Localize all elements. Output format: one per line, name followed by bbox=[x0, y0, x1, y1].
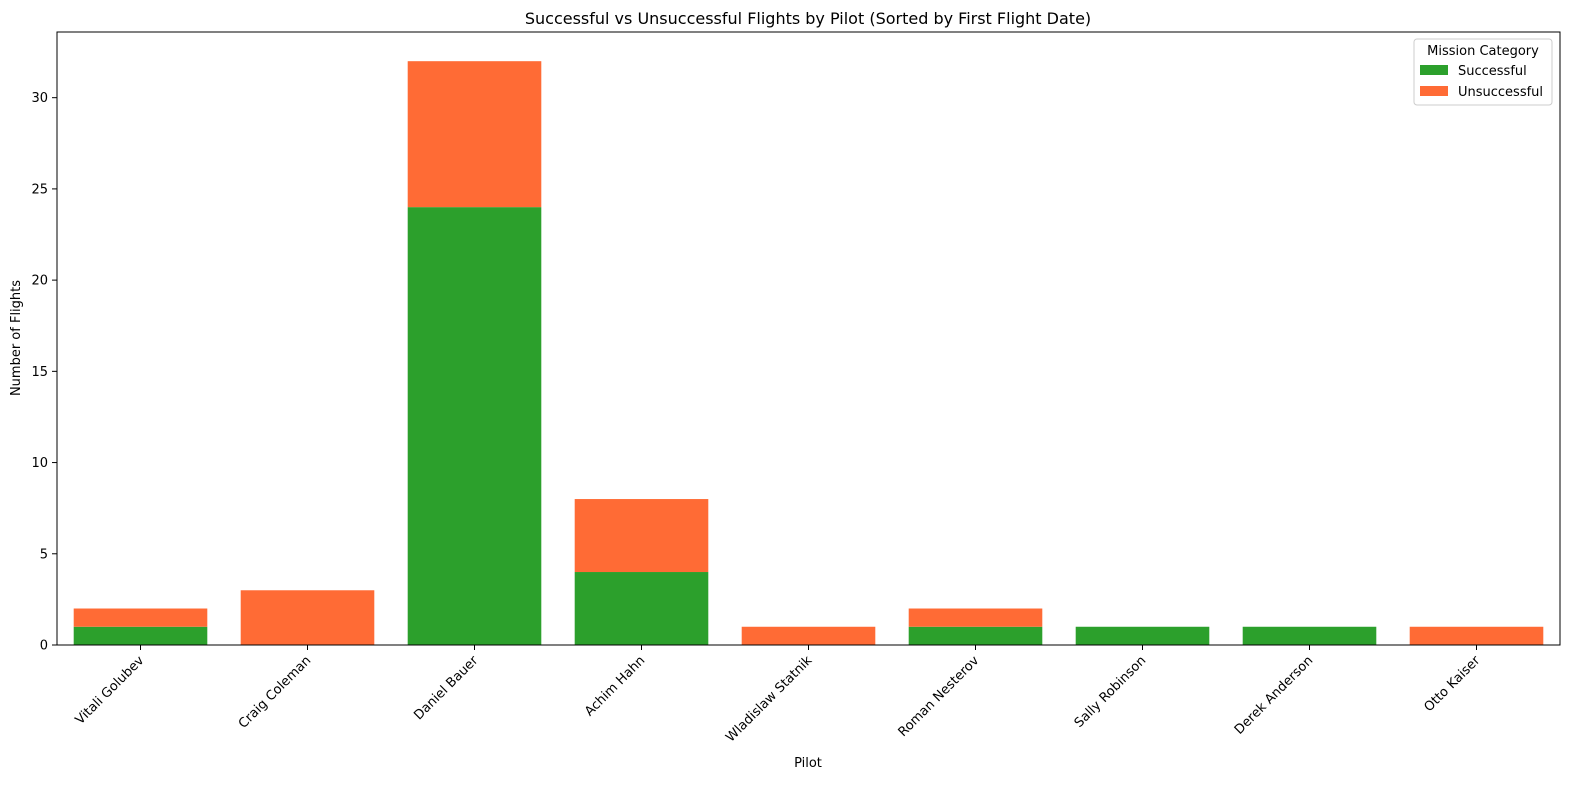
legend: Mission Category Successful Unsuccessful bbox=[1413, 38, 1553, 106]
legend-swatch-unsuccessful bbox=[1420, 86, 1448, 96]
legend-swatch-successful bbox=[1420, 65, 1448, 75]
y-tick-label: 10 bbox=[31, 456, 48, 471]
x-tick-label: Otto Kaiser bbox=[1421, 653, 1483, 715]
y-tick-label: 0 bbox=[40, 639, 48, 654]
chart-title: Successful vs Unsuccessful Flights by Pi… bbox=[525, 9, 1091, 28]
legend-box bbox=[1413, 38, 1553, 106]
bar-unsuccessful-4 bbox=[741, 626, 876, 645]
legend-label-successful: Successful bbox=[1458, 64, 1527, 79]
bar-unsuccessful-3 bbox=[574, 499, 709, 573]
x-tick-label: Craig Coleman bbox=[236, 653, 314, 731]
bar-unsuccessful-2 bbox=[407, 61, 542, 208]
y-tick-label: 5 bbox=[40, 547, 48, 562]
plot-area: Vitali Golubev Craig Coleman Daniel Bauer A… bbox=[31, 31, 1561, 745]
y-tick-label: 20 bbox=[31, 274, 48, 289]
bar-unsuccessful-0 bbox=[73, 608, 208, 627]
bar-successful-6 bbox=[1075, 626, 1210, 645]
x-axis-label: Pilot bbox=[794, 756, 822, 771]
bar-unsuccessful-1 bbox=[240, 590, 375, 645]
legend-title: Mission Category bbox=[1427, 44, 1539, 59]
y-tick-label: 30 bbox=[31, 91, 48, 106]
bar-successful-5 bbox=[908, 626, 1043, 645]
x-tick-label: Roman Nesterov bbox=[896, 653, 983, 740]
x-tick-label: Vitali Golubev bbox=[73, 653, 148, 728]
y-tick-label: 25 bbox=[31, 182, 48, 197]
bar-successful-7 bbox=[1242, 626, 1377, 645]
bar-unsuccessful-8 bbox=[1409, 626, 1544, 645]
y-tick-label: 15 bbox=[31, 365, 48, 380]
bar-successful-3 bbox=[574, 572, 709, 645]
bar-successful-2 bbox=[407, 207, 542, 645]
legend-label-unsuccessful: Unsuccessful bbox=[1458, 85, 1543, 100]
bar-successful-0 bbox=[73, 626, 208, 645]
x-tick-label: Sally Robinson bbox=[1072, 653, 1150, 731]
x-tick-label: Wladislaw Statnik bbox=[723, 653, 815, 745]
plot-frame bbox=[56, 31, 1561, 646]
x-tick-label: Derek Anderson bbox=[1232, 653, 1316, 737]
x-tick-label: Daniel Bauer bbox=[411, 653, 481, 723]
bar-unsuccessful-5 bbox=[908, 608, 1043, 627]
x-tick-label: Achim Hahn bbox=[582, 653, 648, 719]
y-axis-label: Number of Flights bbox=[9, 280, 24, 396]
